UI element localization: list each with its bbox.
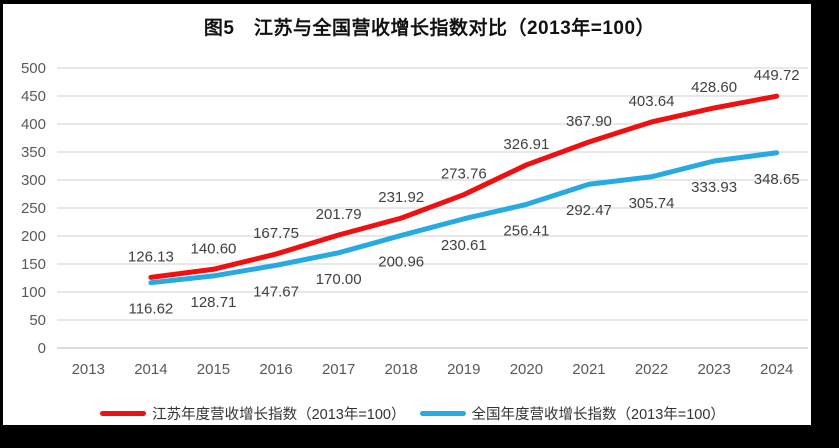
national-data-label: 147.67 xyxy=(253,283,299,300)
y-tick-label: 250 xyxy=(21,200,46,217)
jiangsu-data-label: 126.13 xyxy=(128,248,174,265)
jiangsu-data-label: 140.60 xyxy=(191,240,237,257)
x-tick-label: 2020 xyxy=(510,361,543,378)
x-tick-label: 2015 xyxy=(197,361,230,378)
y-tick-label: 0 xyxy=(38,340,46,357)
national-data-label: 256.41 xyxy=(503,222,549,239)
y-tick-label: 300 xyxy=(21,172,46,189)
national-data-label: 348.65 xyxy=(754,171,800,188)
national-data-label: 230.61 xyxy=(441,237,487,254)
jiangsu-series-line xyxy=(148,93,780,280)
y-tick-label: 150 xyxy=(21,256,46,273)
national-data-label: 116.62 xyxy=(128,301,173,318)
chart-title: 图5 江苏与全国营收增长指数对比（2013年=100） xyxy=(203,18,656,39)
chart-legend: 江苏年度营收增长指数（2013年=100） 全国年度营收增长指数（2013年=1… xyxy=(0,403,825,424)
jiangsu-data-label: 449.72 xyxy=(754,67,800,84)
jiangsu-data-label: 273.76 xyxy=(441,166,487,183)
national-data-label: 333.93 xyxy=(691,179,737,196)
national-data-label: 305.74 xyxy=(629,195,675,212)
legend-label-national: 全国年度营收增长指数（2013年=100） xyxy=(471,407,725,423)
y-tick-label: 50 xyxy=(29,312,46,329)
national-line-swatch-icon xyxy=(419,411,466,416)
legend-item-national: 全国年度营收增长指数（2013年=100） xyxy=(419,403,725,424)
legend-item-jiangsu: 江苏年度营收增长指数（2013年=100） xyxy=(100,403,406,424)
x-tick-label: 2018 xyxy=(385,361,418,378)
y-tick-label: 100 xyxy=(21,284,46,301)
x-tick-label: 2017 xyxy=(322,361,355,378)
jiangsu-line-swatch-icon xyxy=(100,411,147,416)
national-data-label: 128.71 xyxy=(191,294,237,311)
national-data-label: 200.96 xyxy=(378,253,424,270)
y-tick-label: 500 xyxy=(21,60,46,77)
x-tick-label: 2019 xyxy=(447,361,480,378)
jiangsu-data-label: 428.60 xyxy=(691,79,737,96)
x-tick-label: 2024 xyxy=(760,361,793,378)
jiangsu-data-label: 167.75 xyxy=(253,225,299,242)
national-data-label: 170.00 xyxy=(316,271,362,288)
jiangsu-data-label: 367.90 xyxy=(566,113,612,130)
x-tick-label: 2022 xyxy=(635,361,668,378)
legend-label-jiangsu: 江苏年度营收增长指数（2013年=100） xyxy=(152,407,406,423)
jiangsu-data-label: 231.92 xyxy=(378,189,424,206)
jiangsu-data-label: 403.64 xyxy=(629,93,675,110)
y-tick-label: 400 xyxy=(21,116,46,133)
y-tick-label: 350 xyxy=(21,144,46,161)
jiangsu-data-label: 201.79 xyxy=(316,206,362,223)
national-data-label: 292.47 xyxy=(566,202,612,219)
x-tick-label: 2013 xyxy=(72,361,105,378)
x-tick-label: 2021 xyxy=(572,361,605,378)
x-tick-label: 2014 xyxy=(134,361,167,378)
y-tick-label: 450 xyxy=(21,88,46,105)
x-tick-label: 2016 xyxy=(259,361,292,378)
y-tick-label: 200 xyxy=(21,228,46,245)
jiangsu-data-label: 326.91 xyxy=(503,136,549,153)
x-tick-label: 2023 xyxy=(697,361,730,378)
national-series-line xyxy=(148,150,780,286)
